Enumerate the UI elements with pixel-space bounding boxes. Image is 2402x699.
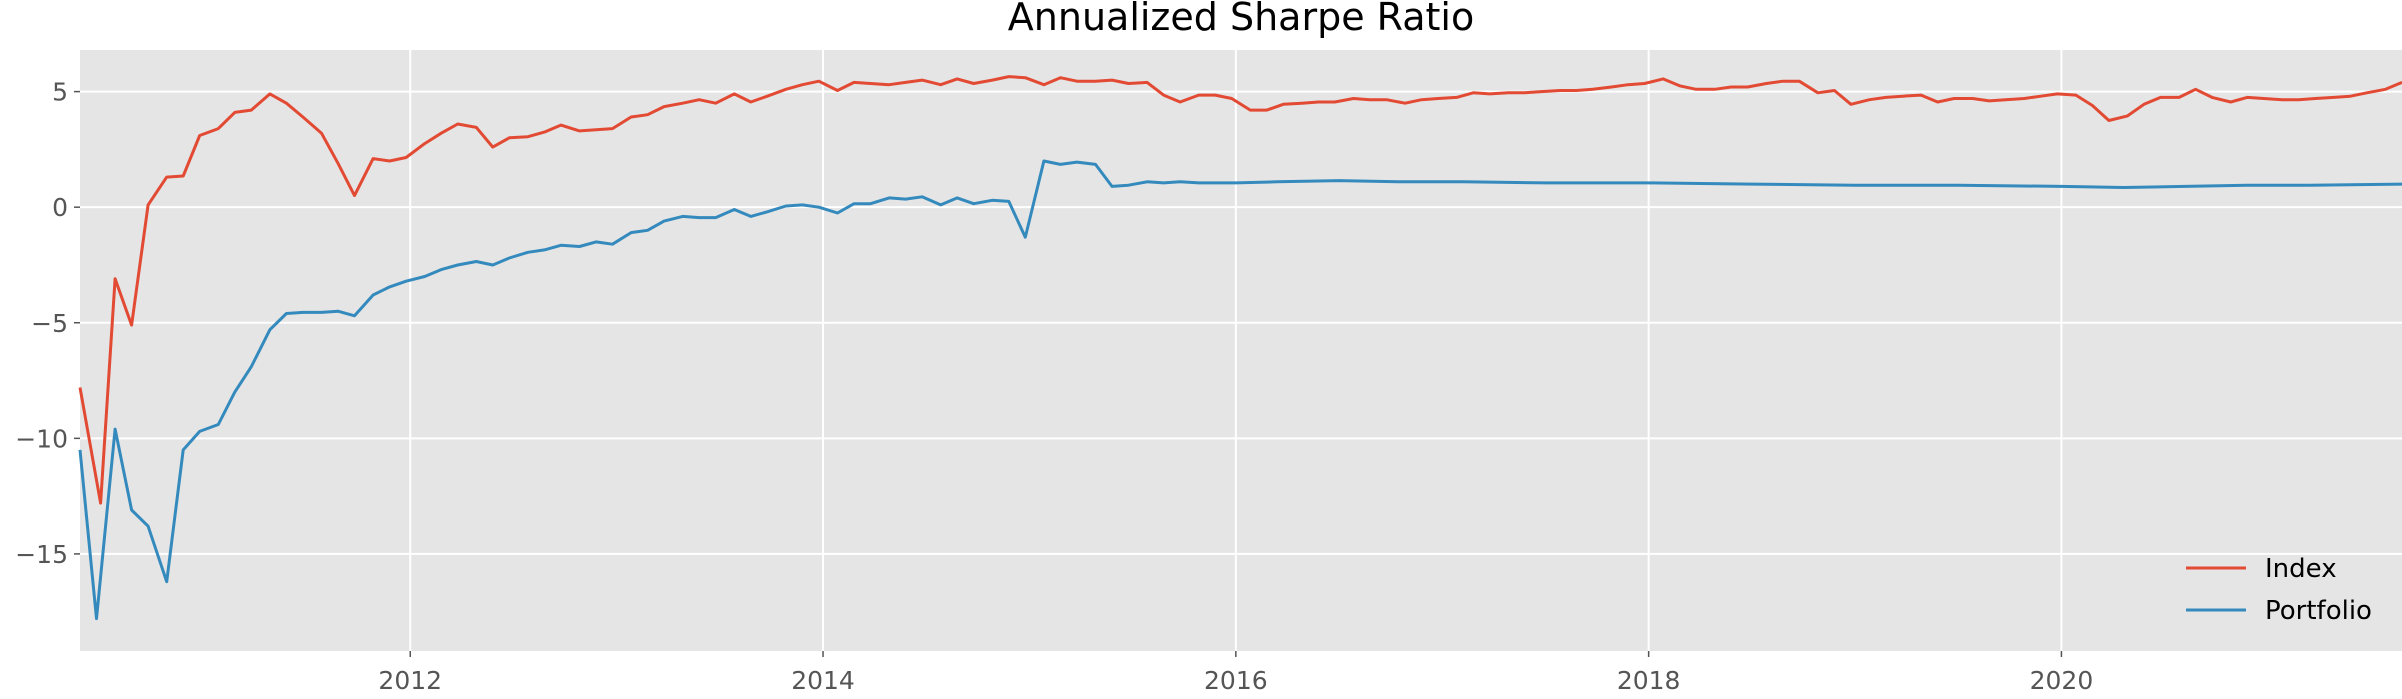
y-tick-label: −10 [15, 424, 68, 453]
x-tick-label: 2020 [2030, 666, 2094, 695]
series-line-index [78, 75, 2402, 505]
x-tick-label: 2014 [791, 666, 855, 695]
legend: Index Portfolio [2186, 554, 2372, 626]
legend-label-index: Index [2265, 554, 2337, 584]
x-tick-label: 2016 [1204, 666, 1268, 695]
series-line-portfolio [78, 159, 2402, 621]
series-lines [78, 75, 2402, 621]
y-tick-label: 5 [52, 78, 68, 107]
y-tick-label: −5 [31, 309, 68, 338]
y-tick-label: 0 [52, 193, 68, 222]
x-tick-label: 2018 [1617, 666, 1681, 695]
grid-lines [80, 50, 2402, 651]
plot-area [80, 50, 2402, 651]
y-tick-label: −15 [15, 540, 68, 569]
chart-title: Annualized Sharpe Ratio [1008, 0, 1474, 39]
axis-ticks: 5 0 −5 −10 −15 2012 2014 2016 2018 2020 [15, 78, 2093, 695]
legend-label-portfolio: Portfolio [2265, 596, 2372, 626]
x-tick-label: 2012 [378, 666, 442, 695]
